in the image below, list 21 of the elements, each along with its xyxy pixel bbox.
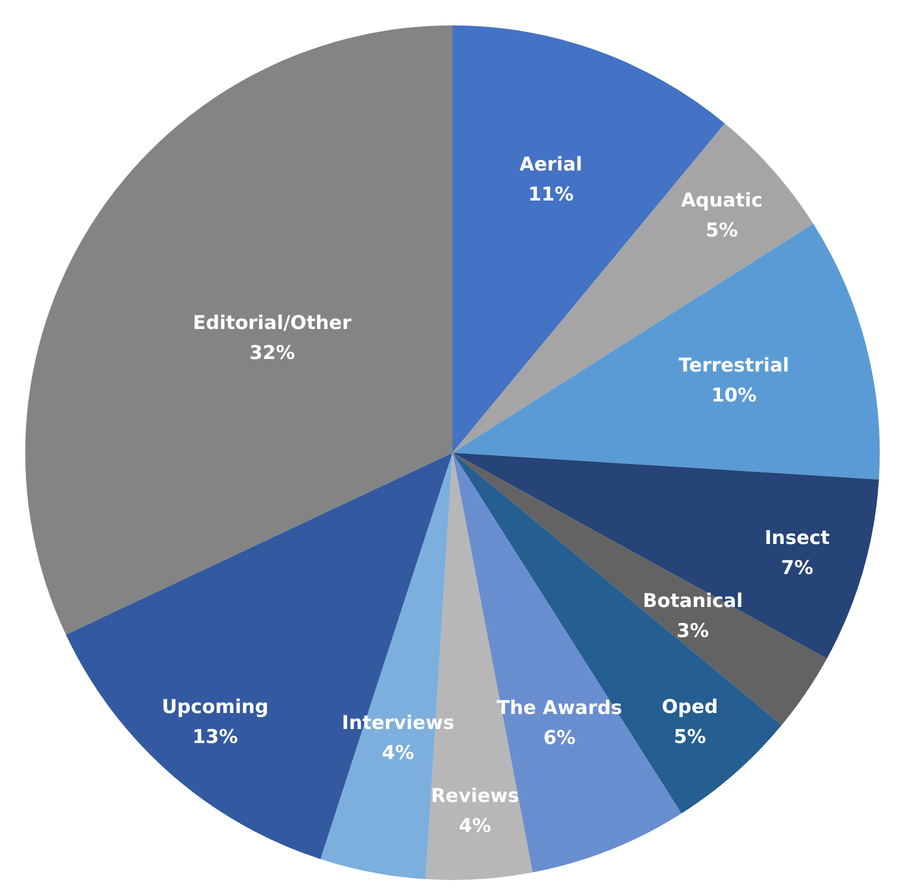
data-label: 10%: [711, 384, 757, 406]
data-label: 5%: [706, 219, 738, 242]
slice-label: Reviews: [430, 784, 520, 807]
data-label: 11%: [528, 183, 574, 206]
slice-label: Terrestrial: [678, 354, 790, 376]
data-label: 4%: [382, 742, 414, 764]
slice-label: Insect: [764, 526, 830, 549]
data-label: 7%: [781, 556, 814, 579]
slice-label: Upcoming: [162, 696, 269, 718]
data-label: 4%: [458, 814, 492, 837]
slice-label: Oped: [662, 696, 718, 718]
data-label: 3%: [676, 620, 709, 642]
slice-label: Aerial: [520, 153, 582, 176]
data-label: 5%: [674, 726, 706, 748]
slice-label: The Awards: [496, 696, 622, 719]
data-label: 13%: [192, 726, 238, 748]
data-label: 32%: [249, 342, 295, 364]
slice-label: Botanical: [642, 590, 743, 612]
slice-label: Editorial/Other: [192, 312, 352, 334]
slice-label: Aquatic: [680, 189, 762, 212]
data-label: 6%: [543, 726, 576, 749]
